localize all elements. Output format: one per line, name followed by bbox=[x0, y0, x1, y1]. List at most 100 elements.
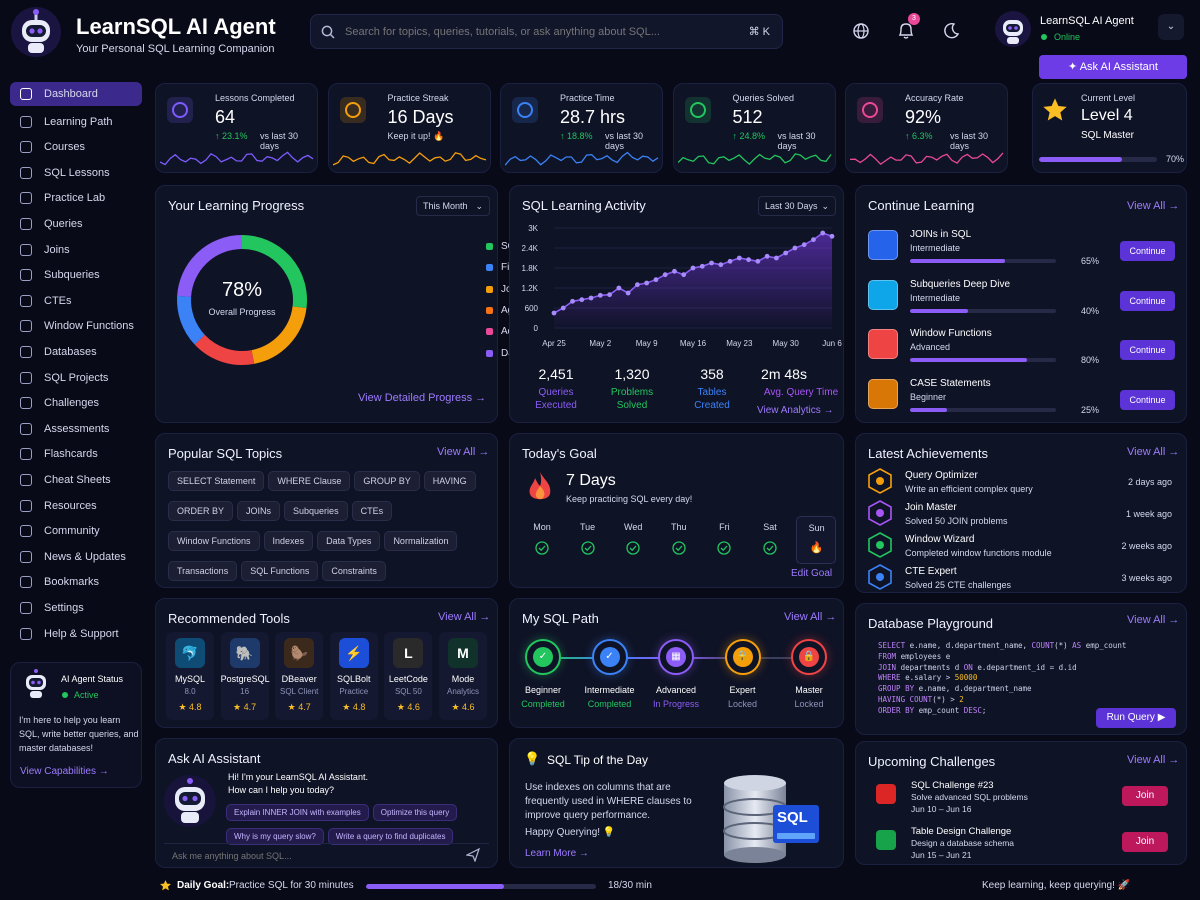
moon-icon[interactable] bbox=[936, 16, 966, 46]
sidebar-item-settings[interactable]: Settings bbox=[10, 596, 142, 620]
topic-chip[interactable]: CTEs bbox=[351, 501, 393, 521]
ask-ai-assistant-button[interactable]: ✦ Ask AI Assistant bbox=[1039, 55, 1187, 79]
view-analytics-link[interactable]: View Analytics → bbox=[757, 405, 834, 416]
sidebar-item-label: Bookmarks bbox=[44, 576, 100, 589]
topic-chip[interactable]: JOINs bbox=[237, 501, 281, 521]
view-capabilities-link[interactable]: View Capabilities → bbox=[20, 766, 109, 777]
sidebar-item-courses[interactable]: Courses bbox=[10, 135, 142, 159]
continue-button[interactable]: Continue bbox=[1120, 340, 1175, 360]
suggestion-chip[interactable]: Why is my query slow? bbox=[226, 828, 324, 845]
assistant-greeting: Hi! I'm your LearnSQL AI Assistant. bbox=[228, 772, 368, 782]
join-button[interactable]: Join bbox=[1122, 786, 1168, 806]
path-step-icon[interactable]: ✓ bbox=[525, 639, 561, 675]
tool-tile[interactable]: 🐬 MySQL 8.0 ★ 4.8 bbox=[166, 632, 214, 720]
sidebar-item-learning-path[interactable]: Learning Path bbox=[10, 110, 142, 134]
tool-tile[interactable]: 🐘 PostgreSQL 16 ★ 4.7 bbox=[220, 632, 270, 720]
sidebar-item-resources[interactable]: Resources bbox=[10, 494, 142, 518]
sidebar-item-assessments[interactable]: Assessments bbox=[10, 417, 142, 441]
sidebar-item-help-support[interactable]: Help & Support bbox=[10, 622, 142, 646]
topic-chip[interactable]: Transactions bbox=[168, 561, 238, 581]
sidebar-item-challenges[interactable]: Challenges bbox=[10, 391, 142, 415]
tool-tile[interactable]: M Mode Analytics ★ 4.6 bbox=[439, 632, 487, 720]
bell-icon[interactable]: 3 bbox=[891, 13, 921, 46]
nav-icon bbox=[20, 115, 32, 128]
path-view-all-link[interactable]: View All → bbox=[784, 611, 837, 623]
topic-chip[interactable]: HAVING bbox=[423, 471, 476, 491]
topic-chip[interactable]: GROUP BY bbox=[354, 471, 420, 491]
assistant-input-box[interactable] bbox=[164, 843, 489, 864]
sidebar-item-flashcards[interactable]: Flashcards bbox=[10, 442, 142, 466]
search-bar[interactable]: ⌘ K bbox=[310, 14, 783, 49]
tools-view-all-link[interactable]: View All → bbox=[438, 611, 491, 623]
sidebar-item-practice-lab[interactable]: Practice Lab bbox=[10, 186, 142, 210]
sidebar-item-queries[interactable]: Queries bbox=[10, 212, 142, 236]
activity-point bbox=[560, 305, 566, 311]
achievements-view-all-link[interactable]: View All → bbox=[1127, 446, 1180, 458]
activity-point bbox=[699, 263, 705, 269]
course-percent: 40% bbox=[1081, 305, 1100, 316]
tool-tile[interactable]: ⚡ SQLBolt Practice ★ 4.8 bbox=[329, 632, 378, 720]
topic-chip[interactable]: Subqueries bbox=[284, 501, 348, 521]
sidebar-item-ctes[interactable]: CTEs bbox=[10, 289, 142, 313]
user-menu[interactable]: LearnSQL AI Agent Online ⌄ bbox=[994, 8, 1186, 48]
topic-chip[interactable]: SQL Functions bbox=[241, 561, 319, 581]
view-detailed-progress-link[interactable]: View Detailed Progress → bbox=[358, 392, 487, 404]
sidebar-item-subqueries[interactable]: Subqueries bbox=[10, 263, 142, 287]
sidebar-item-databases[interactable]: Databases bbox=[10, 340, 142, 364]
check-circle-icon bbox=[580, 541, 595, 555]
sidebar-item-joins[interactable]: Joins bbox=[10, 238, 142, 262]
suggestion-chip[interactable]: Explain INNER JOIN with examples bbox=[226, 804, 369, 821]
continue-button[interactable]: Continue bbox=[1120, 389, 1175, 410]
search-input[interactable] bbox=[345, 21, 725, 43]
sidebar-item-community[interactable]: Community bbox=[10, 519, 142, 543]
chevron-down-icon: ⌄ bbox=[821, 201, 829, 211]
chevron-down-icon[interactable]: ⌄ bbox=[1158, 14, 1184, 40]
challenges-view-all-link[interactable]: View All → bbox=[1127, 754, 1180, 766]
continue-button[interactable]: Continue bbox=[1120, 290, 1175, 311]
challenge-dates: Jun 15 – Jun 21 bbox=[911, 850, 972, 860]
tool-tile[interactable]: 🦫 DBeaver SQL Client ★ 4.7 bbox=[275, 632, 324, 720]
suggestion-chip[interactable]: Write a query to find duplicates bbox=[327, 828, 454, 845]
edit-goal-link[interactable]: Edit Goal bbox=[791, 568, 833, 579]
sidebar-item-window-functions[interactable]: Window Functions bbox=[10, 314, 142, 338]
stat-label: Queries Solved bbox=[732, 93, 795, 103]
run-query-button[interactable]: Run Query ▶ bbox=[1096, 708, 1176, 728]
topics-view-all-link[interactable]: View All → bbox=[437, 446, 490, 458]
sidebar-item-sql-projects[interactable]: SQL Projects bbox=[10, 366, 142, 390]
sidebar-item-cheat-sheets[interactable]: Cheat Sheets bbox=[10, 468, 142, 492]
sidebar-item-sql-lessons[interactable]: SQL Lessons bbox=[10, 161, 142, 185]
activity-period-select[interactable]: Last 30 Days ⌄ bbox=[758, 196, 836, 216]
topic-chip[interactable]: WHERE Clause bbox=[268, 471, 351, 491]
continue-view-all-link[interactable]: View All → bbox=[1127, 200, 1180, 212]
sidebar-item-dashboard[interactable]: Dashboard bbox=[10, 82, 142, 106]
topic-chip[interactable]: Indexes bbox=[263, 531, 314, 551]
tool-sub: Practice bbox=[339, 687, 369, 696]
path-step-icon[interactable]: 🔒 bbox=[791, 639, 827, 675]
sidebar-item-bookmarks[interactable]: Bookmarks bbox=[10, 570, 142, 594]
topic-chip[interactable]: Data Types bbox=[317, 531, 381, 551]
topic-chip[interactable]: SELECT Statement bbox=[168, 471, 265, 491]
playground-view-all-link[interactable]: View All → bbox=[1127, 614, 1180, 626]
sidebar-item-news-updates[interactable]: News & Updates bbox=[10, 545, 142, 569]
assistant-input[interactable] bbox=[172, 848, 452, 864]
path-step-icon[interactable]: ✓ bbox=[591, 639, 628, 675]
course-name: JOINs in SQL bbox=[910, 229, 972, 240]
topic-chip[interactable]: Normalization bbox=[384, 531, 458, 551]
suggestion-chip[interactable]: Optimize this query bbox=[372, 804, 458, 821]
path-step-icon[interactable]: ▦ bbox=[658, 639, 694, 675]
learn-more-link[interactable]: Learn More → bbox=[525, 848, 589, 859]
globe-icon[interactable] bbox=[846, 16, 876, 46]
period-select[interactable]: This Month ⌄ bbox=[416, 196, 490, 216]
join-button[interactable]: Join bbox=[1122, 832, 1168, 852]
popular-topics-card: Popular SQL Topics View All → SELECT Sta… bbox=[155, 433, 498, 588]
topic-chip[interactable]: Window Functions bbox=[168, 531, 260, 551]
path-step-icon[interactable]: 🔒 bbox=[724, 639, 761, 675]
send-icon[interactable] bbox=[466, 848, 480, 862]
continue-button[interactable]: Continue bbox=[1120, 241, 1175, 261]
topic-chip[interactable]: ORDER BY bbox=[168, 501, 234, 521]
topic-chip[interactable]: Constraints bbox=[322, 561, 386, 581]
ask-ai-card: Ask AI Assistant Hi! I'm your LearnSQL A… bbox=[155, 738, 498, 868]
tool-tile[interactable]: L LeetCode SQL 50 ★ 4.6 bbox=[384, 632, 433, 720]
sql-code-editor[interactable]: SELECT e.name, d.department_name, COUNT(… bbox=[878, 641, 1178, 717]
y-tick-label: 1.8K bbox=[522, 264, 539, 273]
